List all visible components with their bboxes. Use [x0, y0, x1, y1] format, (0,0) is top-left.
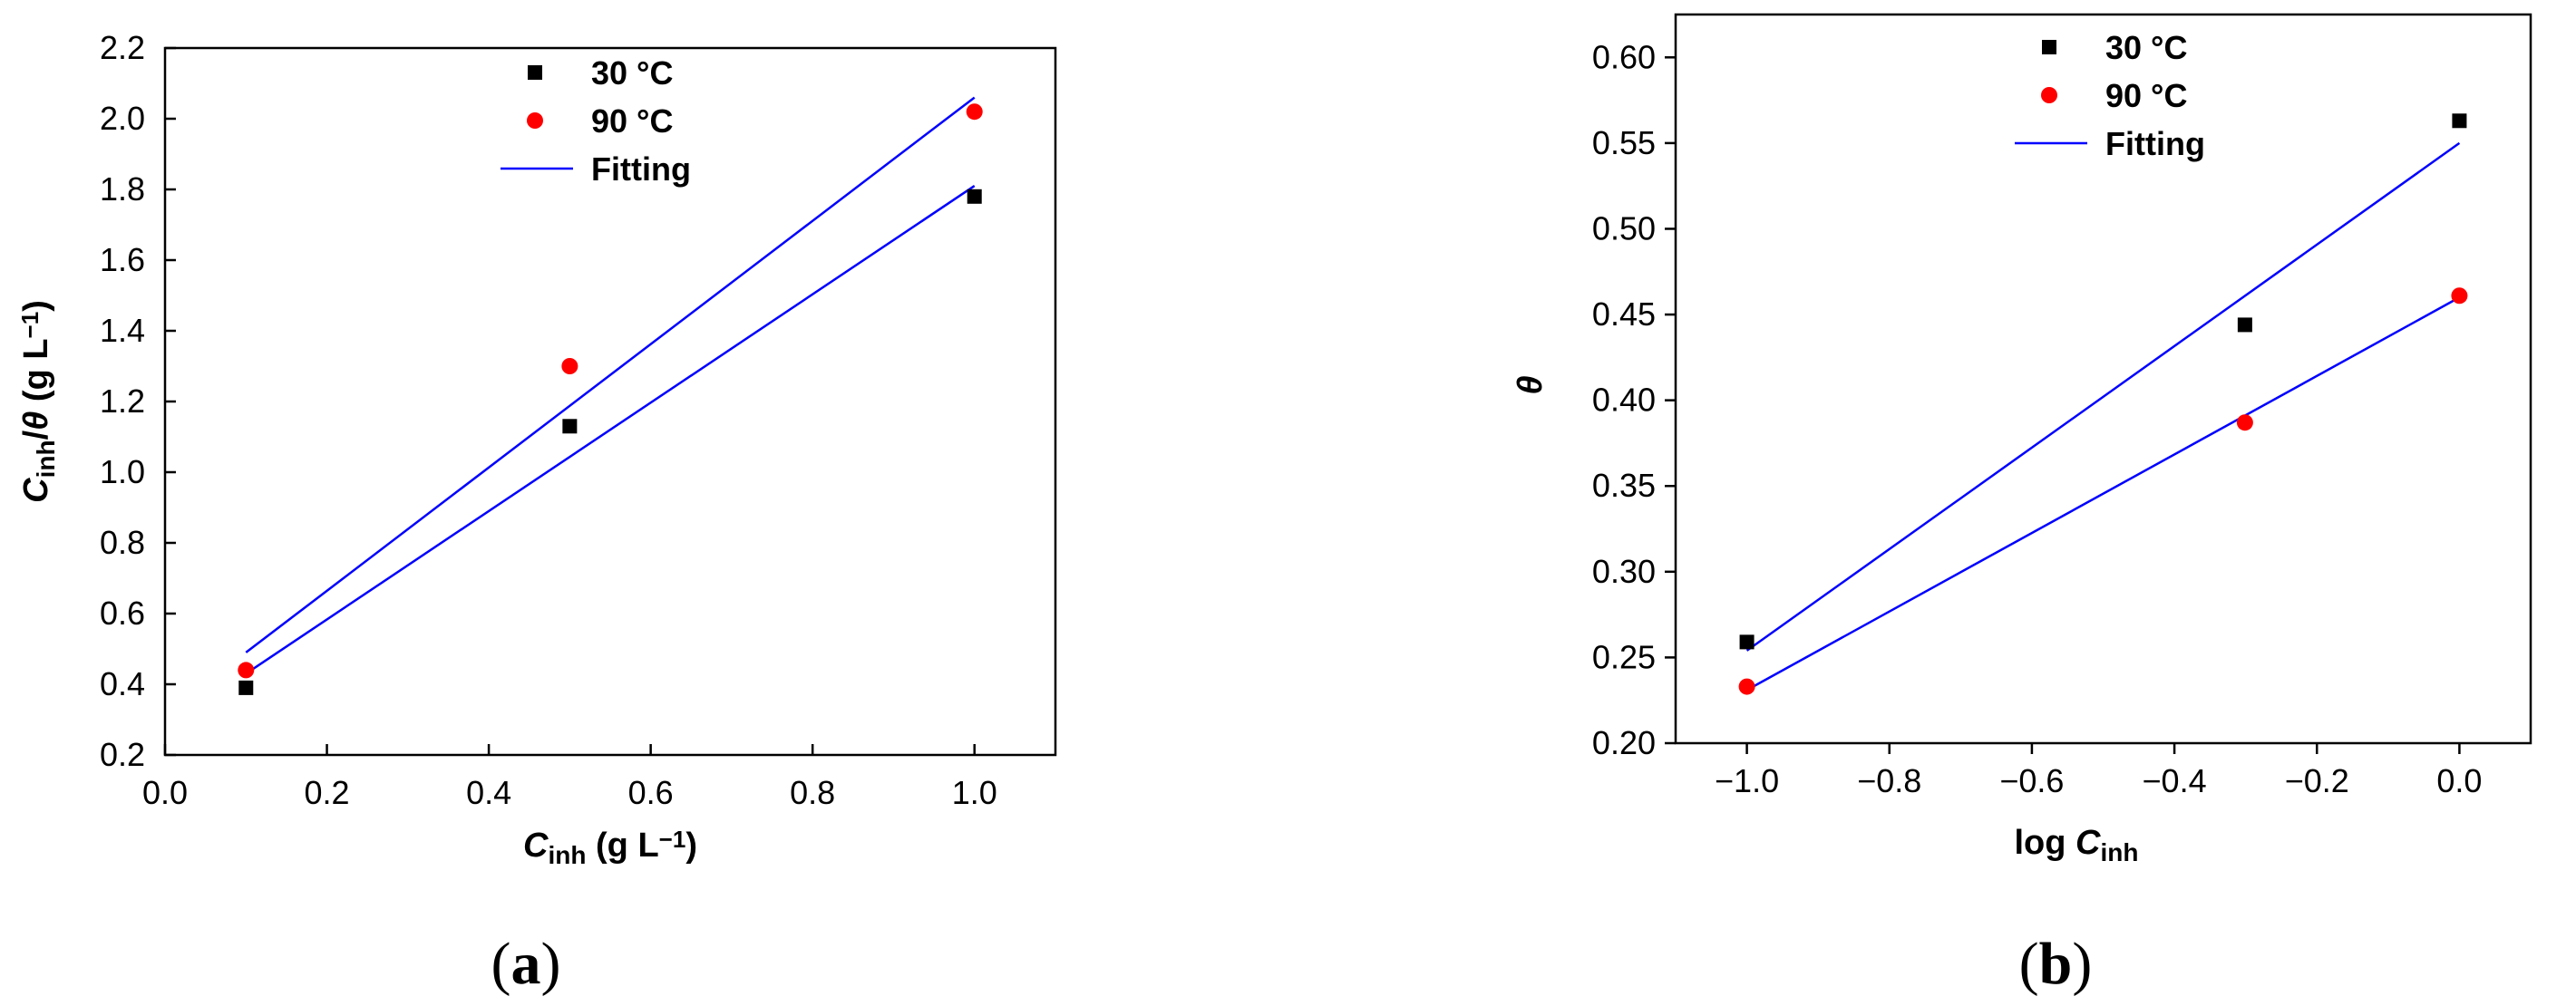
panel-b: −1.0 −0.8 −0.6 −0.4 −0.2 0.0 0.20 0.25 0.30 0.35 0…	[1512, 13, 2532, 997]
x-tick-label: 0.4	[466, 774, 511, 811]
data-point-square	[238, 680, 254, 695]
x-tick-label: −0.4	[2143, 762, 2207, 799]
x-axis-title: log Cinh	[2015, 824, 2139, 866]
y-tick-label: 1.8	[100, 170, 145, 208]
x-tick-label: 1.0	[952, 774, 997, 811]
data-point-square	[2237, 317, 2252, 333]
y-axis-title: θ	[1512, 375, 1550, 394]
panel-label: (a)	[491, 931, 561, 997]
y-tick-label: 0.30	[1592, 553, 1656, 590]
x-tick-label: 0.2	[305, 774, 350, 811]
y-axis-title: Cinh/θ (g L−1)	[16, 300, 61, 503]
data-point-circle	[2236, 414, 2253, 431]
x-axis-title: Cinh (g L−1)	[523, 826, 697, 870]
legend: 30 °C 90 °C Fitting	[501, 54, 691, 188]
y-tick-label: 0.40	[1592, 382, 1656, 419]
y-tick-label: 1.0	[100, 453, 145, 490]
y-tick-label: 1.4	[100, 312, 145, 349]
y-tick-label: 0.45	[1592, 295, 1656, 333]
x-tick-label: 0.0	[2436, 762, 2482, 799]
x-tick-label: −0.6	[1999, 762, 2064, 799]
legend-label: 30 °C	[2105, 29, 2187, 66]
fit-line	[1745, 141, 2461, 652]
x-tick-label: 0.6	[628, 774, 674, 811]
y-tick-label: 0.20	[1592, 724, 1656, 761]
x-tick-label: −0.2	[2285, 762, 2349, 799]
legend-label: Fitting	[591, 150, 691, 188]
legend-label: 30 °C	[591, 54, 673, 92]
data-point-circle	[966, 103, 983, 121]
y-tick-label: 0.60	[1592, 38, 1656, 75]
panel-a: 0.0 0.2 0.4 0.6 0.8 1.00.20.40.60.81.01.21.41…	[16, 29, 1057, 997]
y-tick-label: 0.4	[100, 665, 145, 702]
y-tick-label: 0.6	[100, 595, 145, 632]
plot-frame	[1674, 13, 2532, 745]
data-point-square	[2452, 113, 2467, 129]
y-tick-label: 1.6	[100, 241, 145, 278]
panel-label: (b)	[2019, 931, 2093, 997]
data-point-square	[1739, 634, 1755, 650]
fit-line	[245, 185, 976, 675]
data-point-circle	[561, 358, 578, 374]
legend-marker-square	[2042, 40, 2056, 54]
legend-label: 90 °C	[2105, 77, 2187, 114]
y-tick-label: 0.8	[100, 524, 145, 561]
legend: 30 °C 90 °C Fitting	[2015, 29, 2205, 162]
legend-label: 90 °C	[591, 102, 673, 140]
y-tick-label: 2.2	[100, 29, 145, 66]
y-tick-label: 0.2	[100, 736, 145, 773]
fit-line	[245, 96, 976, 653]
x-tick-label: 0.0	[142, 774, 188, 811]
x-tick-label: 0.8	[790, 774, 835, 811]
data-point-square	[967, 189, 982, 204]
y-tick-label: 2.0	[100, 100, 145, 137]
x-tick-label: −1.0	[1715, 762, 1779, 799]
legend-marker-circle	[527, 112, 543, 129]
x-tick-label: −0.8	[1857, 762, 1921, 799]
y-tick-label: 0.25	[1592, 638, 1656, 675]
legend-label: Fitting	[2105, 125, 2205, 162]
y-tick-label: 0.50	[1592, 209, 1656, 247]
y-tick-label: 1.2	[100, 382, 145, 420]
legend-marker-circle	[2041, 87, 2057, 103]
y-tick-label: 0.55	[1592, 124, 1656, 161]
data-point-circle	[1738, 678, 1755, 695]
y-tick-label: 0.35	[1592, 467, 1656, 504]
legend-marker-square	[528, 65, 542, 80]
data-point-circle	[238, 662, 255, 679]
data-point-square	[562, 419, 578, 434]
data-point-circle	[2451, 287, 2468, 305]
fit-line	[1745, 296, 2461, 692]
